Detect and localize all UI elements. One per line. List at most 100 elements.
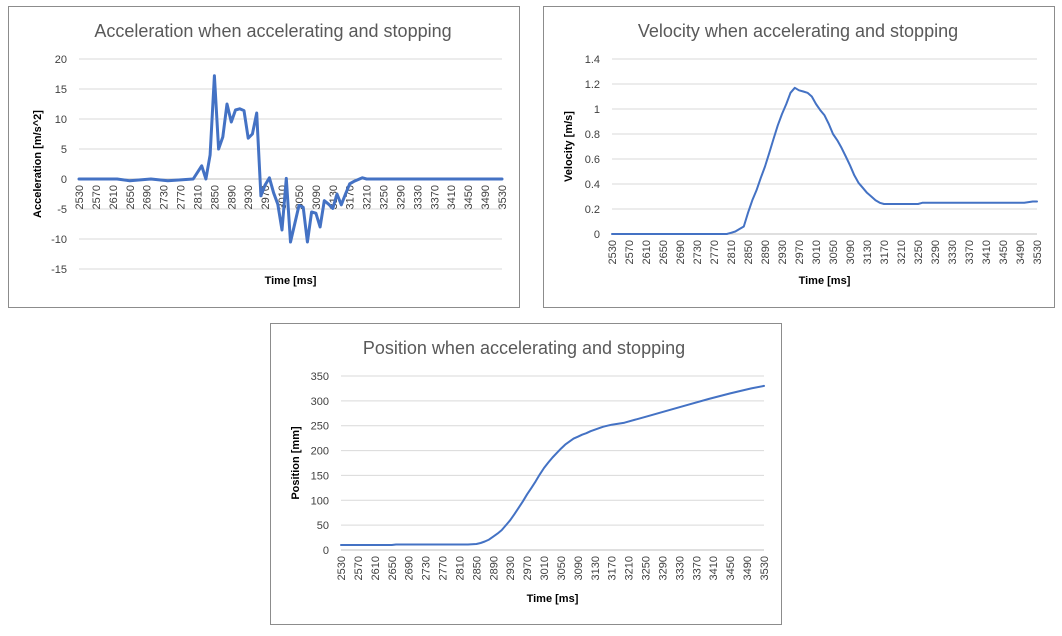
x-tick-label: 3010 — [811, 240, 823, 264]
x-tick-label: 3530 — [759, 556, 771, 580]
chart-title: Position when accelerating and stopping — [363, 338, 685, 358]
y-tick-label: 100 — [311, 495, 329, 507]
x-tick-label: 2930 — [777, 240, 789, 264]
x-tick-label: 2970 — [522, 556, 534, 580]
x-tick-label: 3010 — [539, 556, 551, 580]
x-tick-label: 3410 — [708, 556, 720, 580]
x-tick-label: 3330 — [947, 240, 959, 264]
x-axis-label: Time [ms] — [265, 275, 317, 287]
x-tick-label: 3410 — [446, 185, 458, 209]
y-tick-label: 0.6 — [585, 154, 600, 166]
x-tick-label: 3450 — [725, 556, 737, 580]
x-tick-label: 2650 — [387, 556, 399, 580]
x-tick-label: 3330 — [412, 185, 424, 209]
y-tick-label: 0 — [594, 229, 600, 241]
x-tick-label: 3050 — [294, 185, 306, 209]
x-tick-label: 3050 — [556, 556, 568, 580]
x-tick-label: 3530 — [1032, 240, 1044, 264]
x-axis-label: Time [ms] — [799, 275, 851, 287]
y-tick-label: 200 — [311, 446, 329, 458]
x-tick-label: 3490 — [480, 185, 492, 209]
y-tick-label: 0.4 — [585, 179, 600, 191]
y-axis-label: Position [mm] — [290, 426, 302, 500]
x-tick-label: 2810 — [726, 240, 738, 264]
x-tick-label: 2730 — [692, 240, 704, 264]
x-tick-label: 3330 — [674, 556, 686, 580]
y-tick-label: 350 — [311, 371, 329, 383]
x-tick-label: 2690 — [404, 556, 416, 580]
x-tick-label: 2930 — [243, 185, 255, 209]
y-tick-label: 0.2 — [585, 204, 600, 216]
y-tick-label: -5 — [57, 204, 67, 216]
chart-title: Velocity when accelerating and stopping — [638, 21, 958, 41]
x-tick-label: 3090 — [845, 240, 857, 264]
x-tick-label: 2650 — [125, 185, 137, 209]
x-tick-label: 2930 — [505, 556, 517, 580]
series-line — [340, 384, 765, 546]
x-tick-label: 2850 — [743, 240, 755, 264]
y-tick-label: 250 — [311, 421, 329, 433]
x-tick-label: 2530 — [336, 556, 348, 580]
x-tick-label: 3170 — [607, 556, 619, 580]
x-tick-label: 2770 — [438, 556, 450, 580]
position-chart: Position when accelerating and stopping 3… — [270, 323, 782, 625]
x-tick-label: 3250 — [641, 556, 653, 580]
y-tick-label: 300 — [311, 396, 329, 408]
x-tick-label: 2850 — [471, 556, 483, 580]
x-tick-label: 3290 — [395, 185, 407, 209]
y-tick-label: 5 — [61, 144, 67, 156]
x-tick-label: 3210 — [362, 185, 374, 209]
y-tick-label: 0 — [323, 545, 329, 557]
y-axis-label: Acceleration [m/s^2] — [32, 110, 44, 218]
x-tick-label: 2810 — [454, 556, 466, 580]
x-tick-label: 2730 — [421, 556, 433, 580]
x-tick-label: 2690 — [142, 185, 154, 209]
x-tick-label: 3450 — [998, 240, 1010, 264]
x-tick-label: 3250 — [913, 240, 925, 264]
x-tick-label: 2610 — [370, 556, 382, 580]
x-tick-label: 3130 — [328, 185, 340, 209]
acceleration-chart-svg: Acceleration when accelerating and stopp… — [32, 21, 509, 287]
x-tick-label: 2530 — [74, 185, 86, 209]
chart-title: Acceleration when accelerating and stopp… — [94, 21, 451, 41]
y-tick-label: 0.8 — [585, 129, 600, 141]
y-axis-label: Velocity [m/s] — [563, 111, 575, 182]
series-line — [611, 86, 1038, 235]
x-tick-label: 2970 — [794, 240, 806, 264]
y-tick-label: 20 — [55, 54, 67, 66]
velocity-chart: Velocity when accelerating and stopping 1… — [543, 6, 1055, 308]
x-tick-label: 2690 — [675, 240, 687, 264]
x-tick-label: 2890 — [760, 240, 772, 264]
x-tick-label: 3130 — [862, 240, 874, 264]
x-tick-label: 2770 — [709, 240, 721, 264]
y-tick-label: 1.2 — [585, 79, 600, 91]
velocity-chart-svg: Velocity when accelerating and stopping 1… — [563, 21, 1044, 287]
x-tick-label: 3210 — [624, 556, 636, 580]
x-tick-label: 3050 — [828, 240, 840, 264]
y-tick-label: -10 — [51, 234, 67, 246]
acceleration-chart: Acceleration when accelerating and stopp… — [8, 6, 520, 308]
y-tick-label: 1.4 — [585, 54, 600, 66]
x-tick-label: 2610 — [108, 185, 120, 209]
x-tick-label: 3530 — [497, 185, 509, 209]
x-tick-label: 3250 — [379, 185, 391, 209]
y-tick-label: 50 — [317, 520, 329, 532]
x-tick-label: 3170 — [879, 240, 891, 264]
x-tick-label: 3290 — [657, 556, 669, 580]
x-tick-label: 2850 — [209, 185, 221, 209]
x-tick-label: 2570 — [353, 556, 365, 580]
x-axis-label: Time [ms] — [527, 593, 579, 605]
x-tick-label: 3130 — [590, 556, 602, 580]
y-tick-label: -15 — [51, 264, 67, 276]
x-tick-label: 3290 — [930, 240, 942, 264]
x-tick-label: 3370 — [964, 240, 976, 264]
x-tick-label: 2730 — [159, 185, 171, 209]
x-tick-label: 3090 — [573, 556, 585, 580]
x-tick-label: 2610 — [641, 240, 653, 264]
x-tick-label: 3210 — [896, 240, 908, 264]
x-tick-label: 2530 — [607, 240, 619, 264]
x-tick-label: 2570 — [91, 185, 103, 209]
x-tick-label: 3370 — [691, 556, 703, 580]
x-tick-label: 2890 — [226, 185, 238, 209]
x-tick-label: 3090 — [311, 185, 323, 209]
